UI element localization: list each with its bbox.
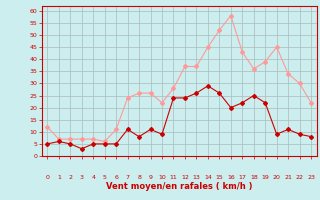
X-axis label: Vent moyen/en rafales ( km/h ): Vent moyen/en rafales ( km/h ) <box>106 182 252 191</box>
